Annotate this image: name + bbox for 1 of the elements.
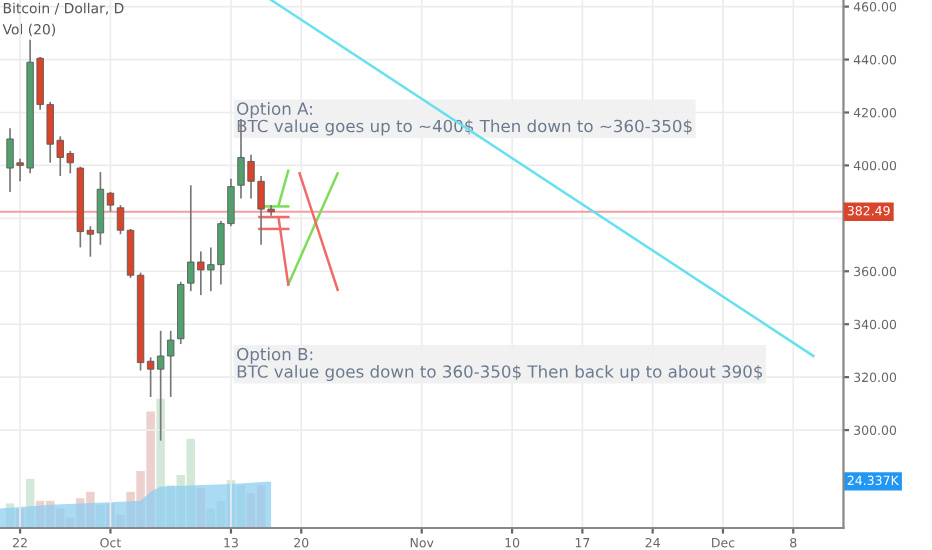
annotation: Option B: BTC value goes down to 360-350$ Then back up to about 390$: [237, 347, 763, 382]
